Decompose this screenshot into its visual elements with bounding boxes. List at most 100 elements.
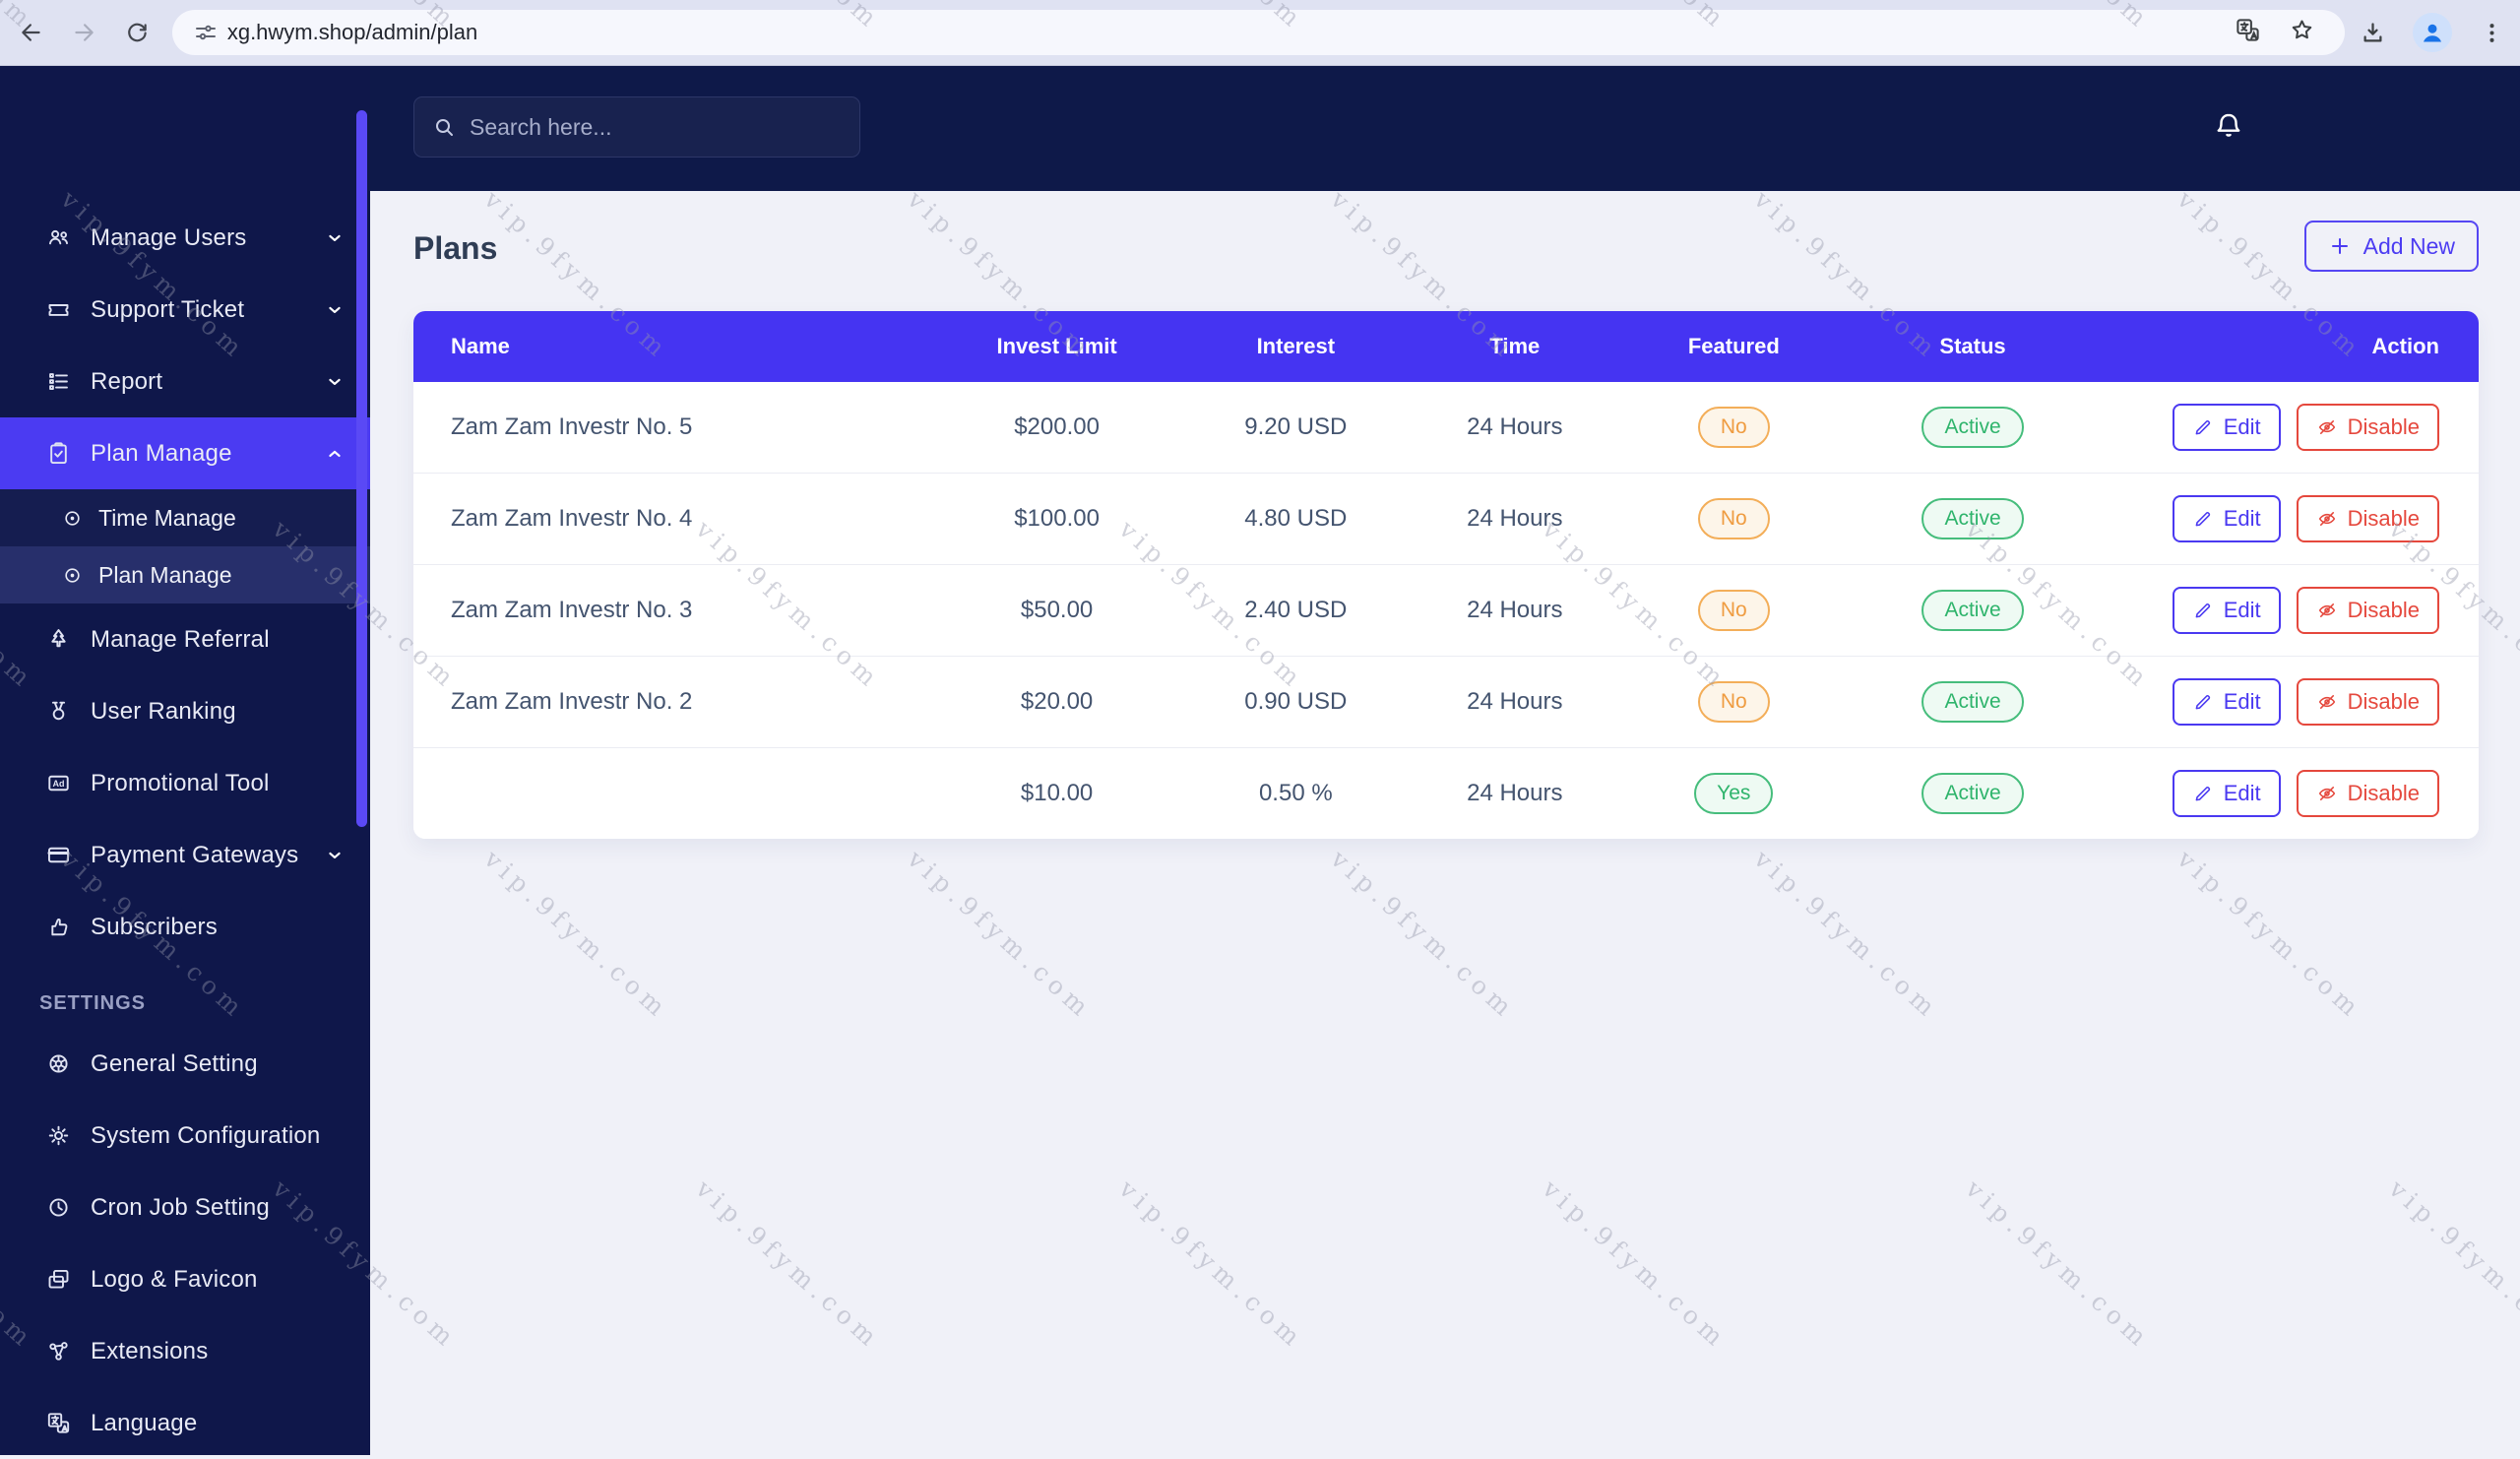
sidebar-item-payment-gateways[interactable]: Payment Gateways (0, 819, 370, 891)
pencil-icon (2195, 603, 2210, 618)
sidebar-item-logo-favicon[interactable]: Logo & Favicon (0, 1243, 370, 1315)
credit-card-icon (47, 847, 70, 863)
browser-profile-avatar[interactable] (2413, 13, 2452, 52)
plan-name-cell: Zam Zam Investr No. 5 (413, 382, 928, 474)
sidebar-subitem-time-manage[interactable]: Time Manage (0, 489, 370, 546)
plus-icon (2331, 238, 2348, 254)
pencil-icon (2195, 787, 2210, 801)
profile-person-icon (2424, 24, 2442, 42)
eye-slash-icon (2318, 786, 2335, 801)
medal-icon (51, 701, 66, 721)
browser-forward-button[interactable] (63, 11, 106, 54)
sidebar-item-plan-manage[interactable]: Plan Manage (0, 417, 370, 489)
time-cell: 24 Hours (1405, 564, 1625, 657)
address-bar[interactable]: xg.hwym.shop/admin/plan (171, 10, 2346, 55)
status-cell: Active (1843, 564, 2103, 657)
sidebar-item-report[interactable]: Report (0, 346, 370, 417)
ticket-icon (48, 304, 69, 316)
report-icon (49, 373, 68, 390)
sidebar-item-label: Manage Referral (91, 625, 270, 653)
invest-limit-cell: $50.00 (927, 564, 1187, 657)
sidebar-item-language[interactable]: Language (0, 1387, 370, 1459)
time-cell: 24 Hours (1405, 382, 1625, 474)
search-input[interactable] (468, 112, 859, 142)
topbar (370, 65, 2520, 191)
site-settings-icon[interactable] (194, 21, 218, 44)
disable-button[interactable]: Disable (2296, 770, 2439, 817)
edit-button[interactable]: Edit (2172, 678, 2281, 726)
sidebar-item-manage-users[interactable]: Manage Users (0, 202, 370, 274)
reload-icon (128, 23, 147, 42)
plan-name-cell: Zam Zam Investr No. 4 (413, 473, 928, 565)
sidebar-item-subscribers[interactable]: Subscribers (0, 891, 370, 963)
sidebar-scrollbar[interactable] (356, 110, 367, 827)
disable-button[interactable]: Disable (2296, 495, 2439, 542)
edit-button[interactable]: Edit (2172, 587, 2281, 634)
plan-name-cell: Zam Zam Investr No. 2 (413, 656, 928, 748)
edit-button[interactable]: Edit (2172, 404, 2281, 451)
edit-button[interactable]: Edit (2172, 770, 2281, 817)
add-new-label: Add New (2362, 232, 2455, 259)
browser-back-button[interactable] (10, 11, 53, 54)
notifications-button[interactable] (2199, 96, 2258, 156)
status-badge: Active (1922, 498, 2024, 539)
status-cell: Active (1843, 473, 2103, 565)
sidebar-item-label: Promotional Tool (91, 769, 270, 796)
sidebar-item-promotional-tool[interactable]: Ad Promotional Tool (0, 747, 370, 819)
download-button[interactable] (2360, 20, 2386, 46)
bookmark-star-button[interactable] (2289, 17, 2315, 48)
star-icon (2293, 20, 2312, 39)
sidebar-item-system-configuration[interactable]: System Configuration (0, 1100, 370, 1172)
sidebar-item-label: User Ranking (91, 697, 236, 725)
featured-cell: No (1624, 382, 1844, 474)
sidebar-subitem-plan-manage-sub[interactable]: Plan Manage (0, 546, 370, 603)
sidebar-item-label: System Configuration (91, 1121, 321, 1149)
table-row: Zam Zam Investr No. 2 $20.00 0.90 USD 24 Ho… (413, 656, 2479, 748)
interest-cell: 2.40 USD (1186, 564, 1406, 657)
featured-cell: No (1624, 473, 1844, 565)
disable-button[interactable]: Disable (2296, 678, 2439, 726)
plan-name-cell: Zam Zam Investr No. 3 (413, 564, 928, 657)
time-cell: 24 Hours (1405, 656, 1625, 748)
edit-label: Edit (2223, 414, 2261, 439)
browser-reload-button[interactable] (115, 11, 158, 54)
plans-table-card: Name Invest Limit Interest Time Featured Stat… (413, 311, 2479, 839)
featured-cell: No (1624, 564, 1844, 657)
search-box[interactable] (413, 96, 860, 158)
sidebar-item-support-ticket[interactable]: Support Ticket (0, 274, 370, 346)
sidebar-item-user-ranking[interactable]: User Ranking (0, 675, 370, 747)
featured-badge: No (1697, 681, 1770, 723)
sidebar-item-label: Logo & Favicon (91, 1265, 258, 1293)
sidebar-section-label: SETTINGS (39, 991, 147, 1014)
disable-button[interactable]: Disable (2296, 404, 2439, 451)
add-new-button[interactable]: Add New (2303, 221, 2479, 272)
plans-table: Name Invest Limit Interest Time Featured Stat… (413, 311, 2479, 839)
sidebar-item-manage-referral[interactable]: Manage Referral (0, 603, 370, 675)
url-text[interactable]: xg.hwym.shop/admin/plan (226, 20, 478, 44)
sidebar-item-general-setting[interactable]: General Setting (0, 1028, 370, 1100)
edit-label: Edit (2223, 689, 2261, 714)
dot-circle-icon (65, 567, 80, 583)
disable-button[interactable]: Disable (2296, 587, 2439, 634)
sidebar-item-label: General Setting (91, 1049, 258, 1077)
clock-icon (49, 1198, 68, 1217)
edit-button[interactable]: Edit (2172, 495, 2281, 542)
eye-slash-icon (2318, 419, 2335, 435)
users-icon (48, 229, 69, 245)
sidebar-item-label: Report (91, 367, 163, 395)
browser-toolbar: xg.hwym.shop/admin/plan (0, 0, 2520, 66)
action-cell: Edit Disable (2102, 382, 2479, 474)
browser-menu-button[interactable] (2479, 20, 2505, 46)
chevron-down-icon (329, 306, 341, 313)
featured-badge: No (1697, 590, 1770, 631)
pencil-icon (2195, 420, 2210, 435)
sidebar-item-extensions[interactable]: Extensions (0, 1315, 370, 1387)
bell-icon (2217, 113, 2240, 137)
status-cell: Active (1843, 747, 2103, 839)
translate-button[interactable] (2235, 17, 2261, 48)
download-icon (2363, 22, 2382, 41)
sidebar-item-cron-job-setting[interactable]: Cron Job Setting (0, 1172, 370, 1243)
svg-text:Ad: Ad (53, 779, 65, 789)
column-header-time: Time (1405, 311, 1625, 382)
disable-label: Disable (2347, 414, 2420, 439)
